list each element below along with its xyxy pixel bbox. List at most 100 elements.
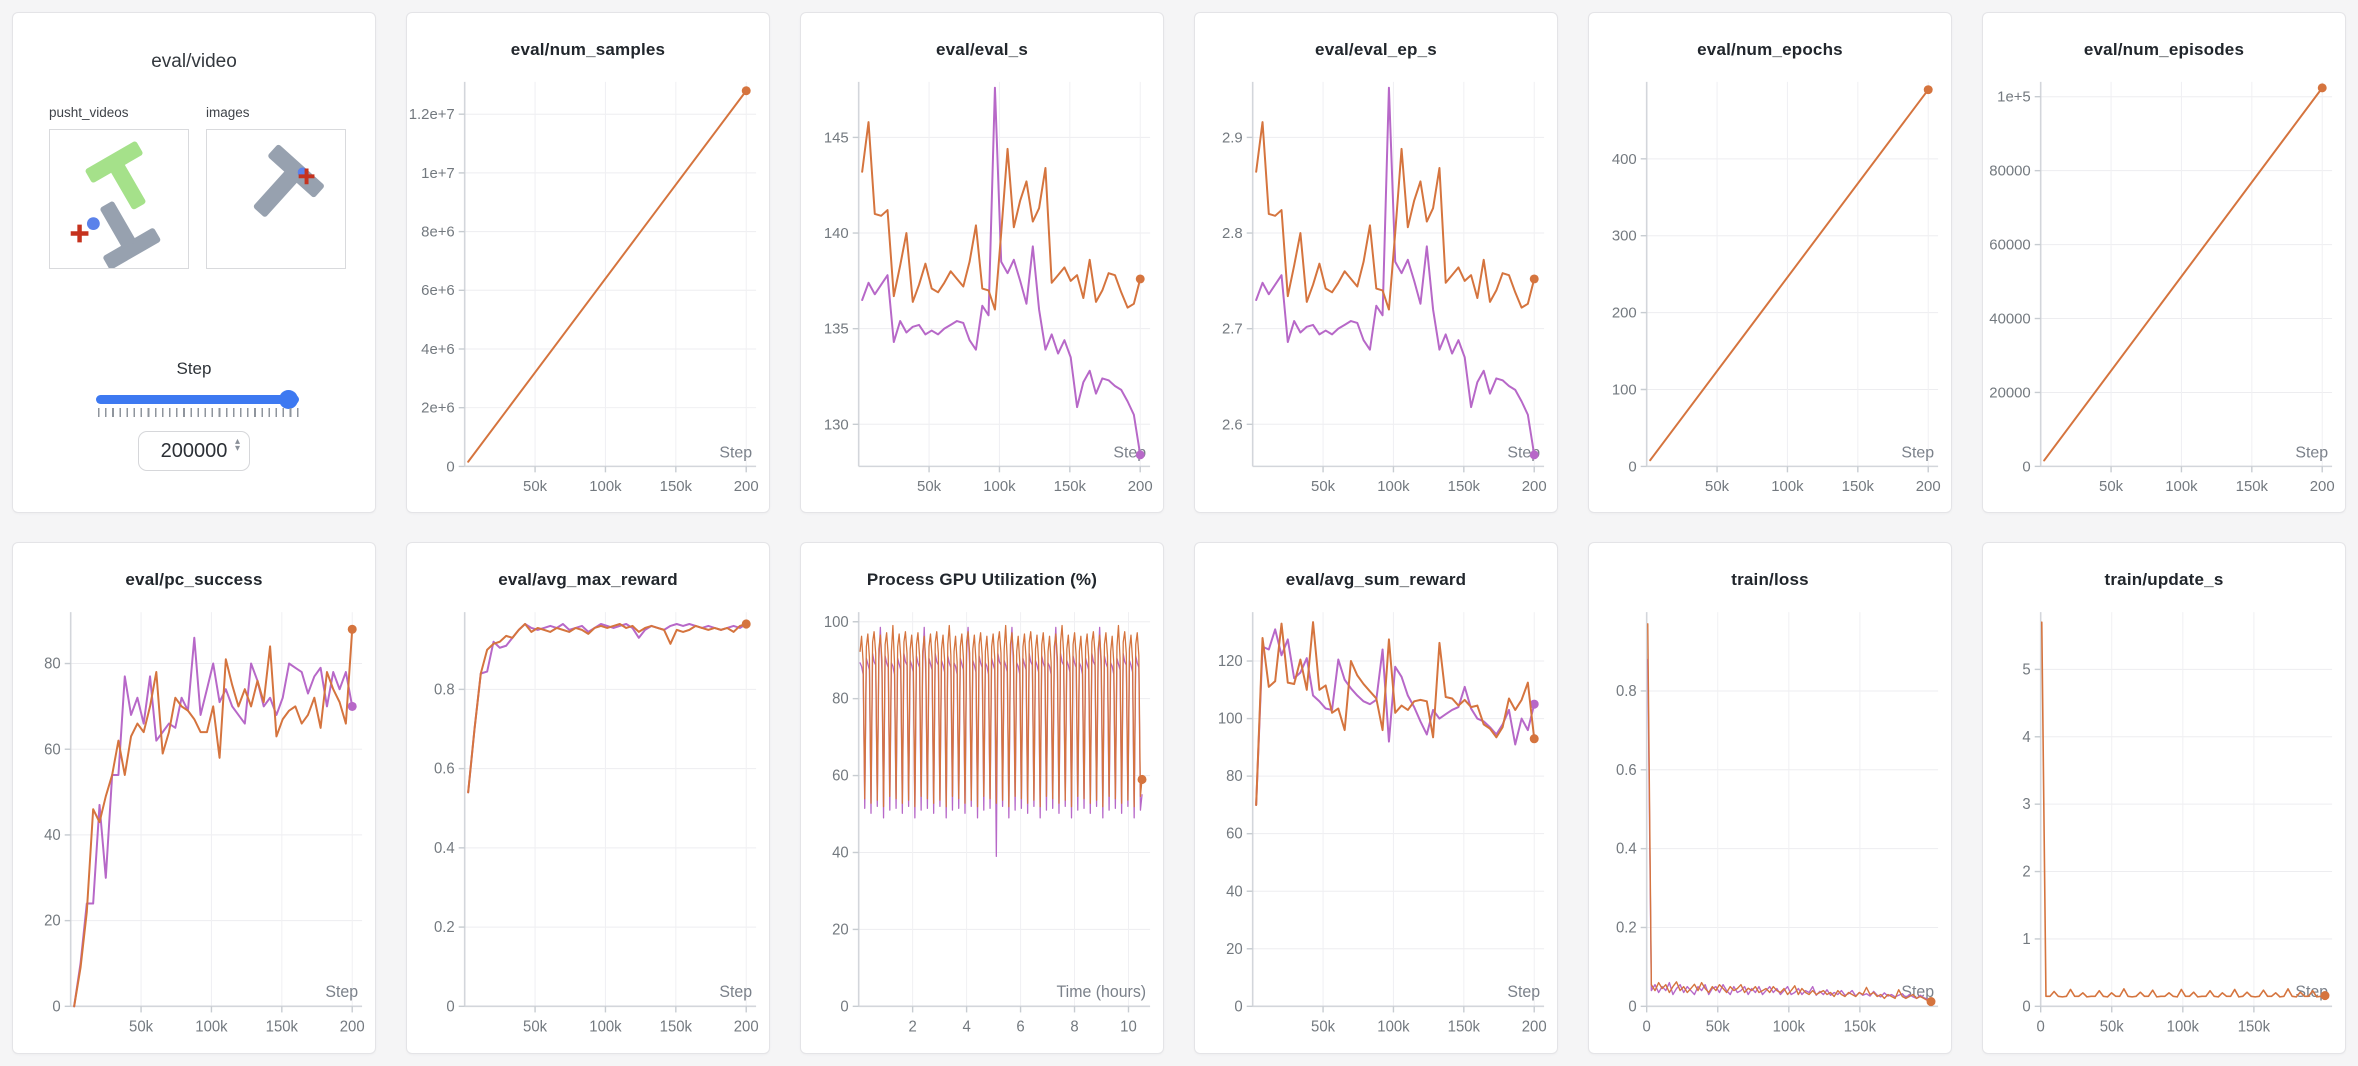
svg-text:Step: Step — [719, 444, 752, 461]
pusht-scene-image — [253, 144, 324, 217]
gray-tee-shape — [253, 144, 324, 217]
panel-eval-avg-max-reward[interactable]: eval/avg_max_reward 0 0.2 0.4 0.6 0.8 50k 100k… — [406, 542, 770, 1054]
chart-canvas[interactable]: 0 20000 40000 60000 80000 1e+5 50k 100k 150k 200 S… — [1983, 75, 2345, 508]
panel-title: Process GPU Utilization (%) — [866, 570, 1098, 589]
svg-text:200: 200 — [734, 479, 759, 495]
svg-text:50k: 50k — [1705, 479, 1730, 495]
svg-text:135: 135 — [824, 322, 849, 338]
svg-text:0: 0 — [1643, 1019, 1651, 1036]
svg-text:200: 200 — [1612, 306, 1637, 322]
svg-text:150k: 150k — [266, 1019, 299, 1036]
chart-svg: 0 20 40 60 80 100 120 50k 100k 150k 200 Step — [1218, 612, 1547, 1036]
images-thumbnail[interactable] — [206, 129, 346, 269]
svg-text:0: 0 — [446, 459, 454, 475]
svg-text:100k: 100k — [589, 1019, 622, 1036]
svg-text:145: 145 — [824, 130, 849, 146]
svg-text:150k: 150k — [1448, 479, 1481, 495]
step-slider-thumb[interactable] — [278, 390, 298, 409]
svg-text:1: 1 — [2022, 931, 2030, 948]
svg-text:2.6: 2.6 — [1222, 417, 1243, 433]
svg-text:Time (hours): Time (hours) — [1057, 983, 1147, 1001]
panel-process-gpu-utilization[interactable]: Process GPU Utilization (%) 0 20 40 60 80 100… — [800, 542, 1164, 1054]
panel-eval-num-samples[interactable]: eval/num_samples 0 2e+6 4e+6 6e+6 8e+6 1e+7 1.… — [406, 12, 770, 513]
panel-train-loss[interactable]: train/loss 0 0.2 0.4 0.6 0.8 0 50k 100k 150k Step — [1588, 542, 1952, 1054]
chart-canvas[interactable]: 2.6 2.7 2.8 2.9 50k 100k 150k 200 Step — [1195, 75, 1557, 508]
chart-svg: 0 20 40 60 80 100 2 4 6 8 10 Time (hours) — [824, 612, 1151, 1036]
step-slider[interactable] — [96, 390, 299, 427]
chart-canvas[interactable]: 0 20 40 60 80 50k 100k 150k 200 Step — [13, 605, 375, 1049]
svg-text:150k: 150k — [660, 479, 693, 495]
green-tee-shape — [85, 141, 146, 210]
chart-canvas[interactable]: 0 20 40 60 80 100 120 50k 100k 150k 200 Step — [1195, 605, 1557, 1049]
panel-eval-num-episodes[interactable]: eval/num_episodes 0 20000 40000 60000 80000 1… — [1982, 12, 2346, 513]
target-cross — [298, 168, 315, 185]
panel-eval-video[interactable]: eval/video pusht_videos — [12, 12, 376, 513]
stepper-arrows[interactable]: ▴ ▾ — [234, 436, 240, 454]
stepper-up-icon[interactable]: ▴ — [234, 436, 240, 447]
panel-eval-num-epochs[interactable]: eval/num_epochs 0 100 200 300 400 50k 100k 150k… — [1588, 12, 1952, 513]
svg-text:140: 140 — [824, 226, 849, 242]
svg-text:0: 0 — [1628, 998, 1636, 1015]
chart-svg: 0 100 200 300 400 50k 100k 150k 200 Step — [1612, 81, 1941, 495]
panel-eval-pc-success[interactable]: eval/pc_success 0 20 40 60 80 50k 100k 150k 200 S… — [12, 542, 376, 1054]
step-slider-track[interactable] — [96, 395, 299, 404]
chart-canvas[interactable]: 0 1 2 3 4 5 0 50k 100k 150k Step — [1983, 605, 2345, 1049]
svg-text:4: 4 — [962, 1019, 970, 1036]
panel-title: eval/num_episodes — [2083, 40, 2245, 59]
chart-canvas[interactable]: 130 135 140 145 50k 100k 150k 200 Step — [801, 75, 1163, 508]
svg-text:300: 300 — [1612, 229, 1637, 245]
panel-title: eval/eval_s — [935, 40, 1028, 59]
svg-text:150k: 150k — [1842, 479, 1875, 495]
chart-canvas[interactable]: 0 20 40 60 80 100 2 4 6 8 10 Time (hours) — [801, 605, 1163, 1049]
step-input[interactable] — [153, 432, 235, 470]
chart-canvas[interactable]: 0 0.2 0.4 0.6 0.8 0 50k 100k 150k Step — [1589, 605, 1951, 1049]
svg-text:0.4: 0.4 — [1616, 841, 1637, 858]
svg-text:150k: 150k — [2236, 479, 2269, 495]
svg-text:100k: 100k — [983, 479, 1016, 495]
panel-train-update-s[interactable]: train/update_s 0 1 2 3 4 5 0 50k 100k 150k Step — [1982, 542, 2346, 1054]
svg-text:0: 0 — [1628, 459, 1636, 475]
chart-svg: 0 20 40 60 80 50k 100k 150k 200 Step — [44, 612, 365, 1036]
svg-text:6e+6: 6e+6 — [421, 283, 455, 299]
chart-canvas[interactable]: 0 100 200 300 400 50k 100k 150k 200 Step — [1589, 75, 1951, 508]
panel-eval-eval-ep-s[interactable]: eval/eval_ep_s 2.6 2.7 2.8 2.9 50k 100k 150k 20… — [1194, 12, 1558, 513]
svg-text:100: 100 — [1218, 711, 1243, 728]
chart-svg: 0 20000 40000 60000 80000 1e+5 50k 100k 150k 200 S… — [1989, 81, 2335, 495]
panel-eval-avg-sum-reward[interactable]: eval/avg_sum_reward 0 20 40 60 80 100 120 50k 10… — [1194, 542, 1558, 1054]
step-slider-ticks — [98, 408, 299, 417]
svg-text:20: 20 — [1226, 941, 1243, 958]
svg-text:200: 200 — [1522, 1019, 1547, 1036]
svg-text:0: 0 — [2022, 459, 2030, 475]
svg-text:50k: 50k — [1706, 1019, 1730, 1036]
svg-text:2: 2 — [908, 1019, 916, 1036]
svg-text:100k: 100k — [195, 1019, 228, 1036]
chart-canvas[interactable]: 0 0.2 0.4 0.6 0.8 50k 100k 150k 200 Step — [407, 605, 769, 1049]
svg-text:60: 60 — [44, 741, 61, 758]
pusht-videos-thumbnail[interactable] — [49, 129, 189, 270]
svg-text:0.8: 0.8 — [1616, 683, 1637, 700]
svg-text:100k: 100k — [1771, 479, 1804, 495]
svg-text:0.2: 0.2 — [434, 919, 455, 936]
panel-title: eval/video — [151, 51, 237, 72]
svg-text:0: 0 — [2022, 998, 2030, 1015]
svg-text:3: 3 — [2022, 796, 2030, 813]
svg-text:80: 80 — [44, 655, 61, 672]
svg-text:200: 200 — [1916, 479, 1941, 495]
svg-text:40: 40 — [832, 844, 849, 861]
step-input-box: ▴ ▾ — [138, 431, 250, 471]
panel-title: eval/num_epochs — [1697, 40, 1843, 59]
svg-text:0: 0 — [2037, 1019, 2045, 1036]
svg-text:0: 0 — [52, 998, 60, 1015]
panel-eval-eval-s[interactable]: eval/eval_s 130 135 140 145 50k 100k 150k 200 St… — [800, 12, 1164, 513]
chart-canvas[interactable]: 0 2e+6 4e+6 6e+6 8e+6 1e+7 1.2e+7 50k 100k 150k 20… — [407, 75, 769, 508]
stepper-down-icon[interactable]: ▾ — [234, 443, 240, 454]
panel-title: train/loss — [1731, 570, 1809, 589]
pusht-scene-image — [70, 141, 161, 270]
svg-text:50k: 50k — [523, 1019, 547, 1036]
panel-title: eval/avg_sum_reward — [1285, 570, 1467, 589]
media-label: images — [206, 105, 250, 120]
svg-text:1.2e+7: 1.2e+7 — [409, 107, 455, 123]
svg-text:50k: 50k — [129, 1019, 153, 1036]
svg-text:Step: Step — [719, 983, 752, 1001]
svg-text:150k: 150k — [2238, 1019, 2271, 1036]
